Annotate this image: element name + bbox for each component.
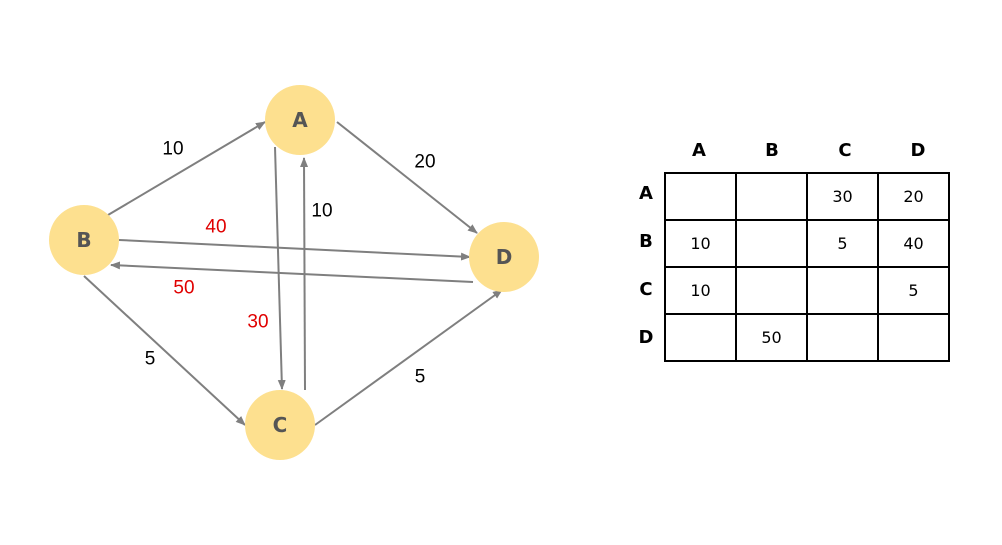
matrix-cell-b-c: 5: [806, 219, 879, 268]
node-a: A: [265, 85, 335, 155]
edge-weight-c-a: 10: [311, 201, 332, 222]
edge-weight-c-d: 5: [415, 367, 426, 388]
edge-weight-b-d: 40: [205, 217, 226, 238]
edge-b-c: [83, 275, 246, 426]
edge-d-b: [110, 261, 474, 283]
node-label-d: D: [496, 245, 513, 269]
matrix-column-header-b: B: [765, 140, 779, 161]
matrix-cell-c-b: [735, 266, 808, 315]
edge-a-d: [336, 121, 478, 234]
matrix-cell-b-b: [735, 219, 808, 268]
matrix-row-header-a: A: [639, 183, 653, 204]
matrix-row-b: 10 5 40: [664, 219, 950, 268]
edge-c-d: [314, 289, 503, 426]
matrix-cell-a-c: 30: [806, 172, 879, 221]
node-b: B: [49, 205, 119, 275]
node-label-b: B: [76, 228, 91, 252]
node-circle-a: [265, 85, 335, 155]
node-circle-c: [245, 390, 315, 460]
edge-weight-d-b: 50: [173, 278, 194, 299]
edge-weight-b-c: 5: [145, 349, 156, 370]
matrix-cell-a-a: [664, 172, 737, 221]
matrix-row-header-b: B: [639, 231, 653, 252]
matrix-column-header-c: C: [838, 140, 852, 161]
node-c: C: [245, 390, 315, 460]
matrix-cell-d-a: [664, 313, 737, 362]
node-label-a: A: [292, 108, 308, 132]
matrix-cell-a-d: 20: [877, 172, 950, 221]
node-circle-d: [469, 222, 539, 292]
matrix-cell-c-d: 5: [877, 266, 950, 315]
matrix-cell-d-c: [806, 313, 879, 362]
edge-weight-b-a: 10: [162, 139, 183, 160]
matrix-cell-b-a: 10: [664, 219, 737, 268]
matrix-cell-c-a: 10: [664, 266, 737, 315]
edge-weight-a-d: 20: [414, 152, 435, 173]
matrix-row-header-c: C: [639, 279, 653, 300]
matrix-cell-a-b: [735, 172, 808, 221]
matrix-cell-b-d: 40: [877, 219, 950, 268]
edges-layer: [83, 121, 503, 426]
nodes-layer: A B C D: [49, 85, 539, 460]
edge-b-d: [118, 239, 471, 261]
node-d: D: [469, 222, 539, 292]
matrix-row-c: 10 5: [664, 266, 950, 315]
matrix-grid: 30 20 10 5 40 10 5 50: [664, 172, 950, 362]
edge-a-c: [274, 146, 286, 390]
edge-labels-layer: 10 20 10 30 40 50 5 5: [145, 139, 436, 388]
matrix-cell-d-b: 50: [735, 313, 808, 362]
matrix-column-header-a: A: [692, 140, 706, 161]
matrix-row-header-d: D: [638, 327, 654, 348]
matrix-row-d: 50: [664, 313, 950, 362]
matrix-column-header-d: D: [910, 140, 926, 161]
edge-weight-a-c: 30: [247, 312, 268, 333]
node-label-c: C: [273, 413, 288, 437]
edge-b-a: [107, 121, 266, 216]
matrix-row-a: 30 20: [664, 172, 950, 221]
matrix-cell-c-c: [806, 266, 879, 315]
matrix-cell-d-d: [877, 313, 950, 362]
node-circle-b: [49, 205, 119, 275]
